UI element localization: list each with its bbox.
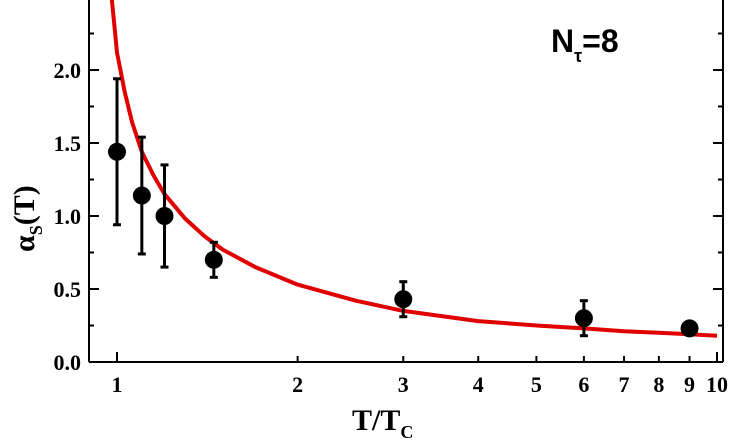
- data-point: [680, 319, 699, 338]
- annotation-sub: τ: [574, 46, 582, 66]
- y-axis-title: αS(T): [8, 185, 46, 252]
- x-tick-label: 6: [578, 372, 589, 397]
- axis-ticks: [89, 32, 723, 363]
- y-axis-title-sub: S: [26, 225, 46, 235]
- data-point: [155, 163, 174, 269]
- x-tick-label: 7: [619, 372, 630, 397]
- point-marker: [680, 319, 699, 338]
- annotation-n-tau: Nτ=8: [551, 23, 619, 66]
- y-tick-label: 1.0: [54, 204, 82, 229]
- y-tick-label: 2.0: [54, 58, 82, 83]
- x-tick-label: 1: [112, 372, 123, 397]
- y-tick-label: 1.5: [54, 131, 82, 156]
- y-axis-title-rest: (T): [8, 185, 41, 225]
- x-tick-label: 5: [531, 372, 542, 397]
- data-point: [108, 77, 126, 227]
- point-marker: [394, 290, 413, 309]
- x-tick-label: 2: [292, 372, 303, 397]
- x-tick-label: 3: [398, 372, 409, 397]
- point-marker: [155, 207, 174, 225]
- data-point: [204, 240, 223, 279]
- x-axis-title-main: T/T: [352, 404, 400, 437]
- y-axis-title-main: α: [8, 235, 41, 252]
- point-marker: [204, 250, 223, 269]
- data-point: [132, 135, 151, 256]
- data-point: [394, 280, 413, 319]
- x-axis-title-sub: C: [400, 422, 413, 442]
- data-points: [108, 77, 699, 338]
- fit-curve: [109, 0, 718, 338]
- x-axis-title: T/TC: [352, 404, 413, 442]
- annotation-main: N: [551, 23, 574, 59]
- y-tick-label: 0.5: [54, 277, 82, 302]
- point-marker: [108, 142, 126, 161]
- y-tick-label: 0.0: [54, 350, 82, 375]
- x-tick-label: 4: [473, 372, 484, 397]
- annotation-rest: =8: [582, 23, 618, 59]
- point-marker: [574, 309, 593, 328]
- fit-curve-layer: [109, 0, 718, 338]
- x-tick-label: 8: [653, 372, 664, 397]
- point-marker: [132, 186, 151, 205]
- tick-labels: 0.0 0.5 1.0 1.5 2.0 1 2 3 4 5 6 7 8 9 10: [54, 58, 729, 397]
- x-tick-label: 10: [706, 372, 728, 397]
- data-point: [574, 299, 593, 338]
- x-tick-label: 9: [684, 372, 695, 397]
